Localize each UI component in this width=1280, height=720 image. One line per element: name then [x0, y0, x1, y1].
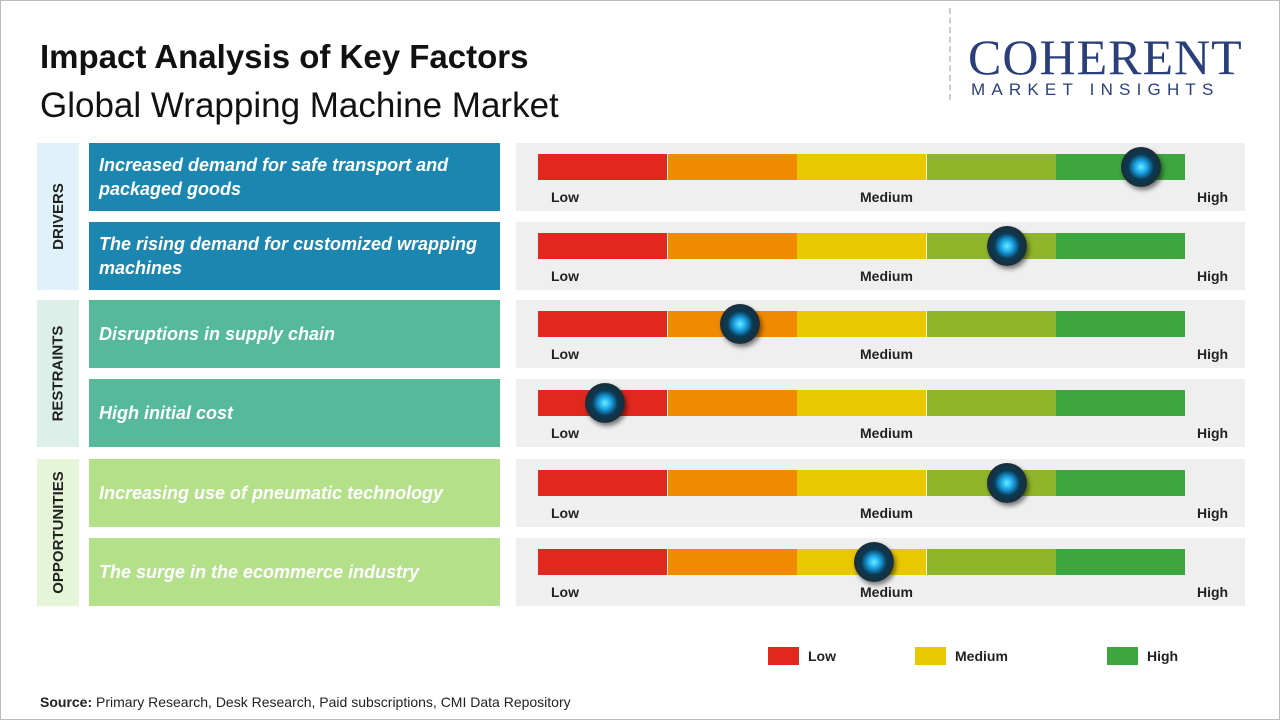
scale-label: Medium: [860, 425, 913, 441]
factor-box: Disruptions in supply chain: [89, 300, 500, 368]
gauge-segment: [538, 470, 667, 496]
gauge-segment: [797, 311, 927, 337]
legend-label: Medium: [955, 648, 1008, 664]
gauge-segment: [667, 549, 797, 575]
legend-swatch: [1107, 647, 1138, 665]
category-band: OPPORTUNITIES: [37, 459, 79, 606]
impact-gauge: Low Medium High: [516, 379, 1245, 447]
factor-box: Increased demand for safe transport and …: [89, 143, 500, 211]
gauge-segment: [797, 154, 927, 180]
scale-label: Medium: [860, 346, 913, 362]
scale-label: Medium: [860, 268, 913, 284]
logo-name: COHERENT: [968, 29, 1243, 85]
gauge-segment: [926, 549, 1056, 575]
category-label: RESTRAINTS: [49, 325, 67, 422]
scale-label: High: [1197, 584, 1229, 600]
impact-knob: [720, 304, 761, 344]
gauge-segment: [538, 154, 667, 180]
impact-knob: [987, 463, 1028, 503]
scale-label: High: [1197, 425, 1229, 441]
factor-box: The surge in the ecommerce industry: [89, 538, 500, 606]
gauge-segment: [797, 470, 927, 496]
category-label: OPPORTUNITIES: [49, 471, 67, 594]
impact-gauge: Low Medium High: [516, 143, 1245, 211]
category-band: DRIVERS: [37, 143, 79, 290]
logo-tagline: MARKET INSIGHTS: [971, 80, 1220, 99]
scale-label: High: [1197, 346, 1229, 362]
subtitle: Global Wrapping Machine Market: [40, 86, 559, 125]
logo-separator: [949, 8, 951, 100]
source-text: Primary Research, Desk Research, Paid su…: [96, 694, 571, 710]
scale-label: Low: [551, 505, 579, 521]
impact-gauge: Low Medium High: [516, 538, 1245, 606]
category-band: RESTRAINTS: [37, 300, 79, 447]
gauge-segment: [667, 233, 797, 259]
legend-swatch: [915, 647, 946, 665]
impact-gauge: Low Medium High: [516, 459, 1245, 527]
impact-gauge: Low Medium High: [516, 300, 1245, 368]
scale-label: High: [1197, 505, 1229, 521]
scale-label: Low: [551, 268, 579, 284]
scale-label: High: [1197, 268, 1229, 284]
impact-knob: [987, 226, 1028, 266]
factor-box: High initial cost: [89, 379, 500, 447]
gauge-segment: [667, 470, 797, 496]
gauge-segment: [926, 390, 1056, 416]
factor-box: Increasing use of pneumatic technology: [89, 459, 500, 527]
gauge-segment: [926, 311, 1056, 337]
gauge-segment: [1056, 470, 1186, 496]
gauge-segment: [1056, 233, 1186, 259]
legend-label: Low: [808, 648, 836, 664]
title: Impact Analysis of Key Factors: [40, 38, 529, 75]
scale-label: High: [1197, 189, 1229, 205]
impact-knob: [1120, 147, 1161, 187]
gauge-segment: [1056, 549, 1186, 575]
gauge-segment: [538, 233, 667, 259]
legend-swatch: [768, 647, 799, 665]
factor-box: The rising demand for customized wrappin…: [89, 222, 500, 290]
gauge-segment: [538, 311, 667, 337]
gauge-segment: [538, 549, 667, 575]
scale-label: Low: [551, 189, 579, 205]
impact-gauge: Low Medium High: [516, 222, 1245, 290]
impact-knob: [854, 542, 895, 582]
scale-label: Low: [551, 425, 579, 441]
gauge-segment: [667, 390, 797, 416]
category-label: DRIVERS: [49, 183, 67, 250]
scale-label: Medium: [860, 189, 913, 205]
scale-label: Low: [551, 346, 579, 362]
gauge-segment: [667, 154, 797, 180]
gauge-segment: [926, 154, 1056, 180]
gauge-segment: [797, 390, 927, 416]
impact-knob: [584, 383, 625, 423]
source-label: Source:: [40, 694, 93, 710]
scale-label: Medium: [860, 505, 913, 521]
gauge-segment: [1056, 390, 1186, 416]
legend-label: High: [1147, 648, 1179, 664]
gauge-segment: [797, 233, 927, 259]
source: Source: Primary Research, Desk Research,…: [40, 694, 571, 710]
scale-label: Low: [551, 584, 579, 600]
gauge-segment: [1056, 311, 1186, 337]
scale-label: Medium: [860, 584, 913, 600]
